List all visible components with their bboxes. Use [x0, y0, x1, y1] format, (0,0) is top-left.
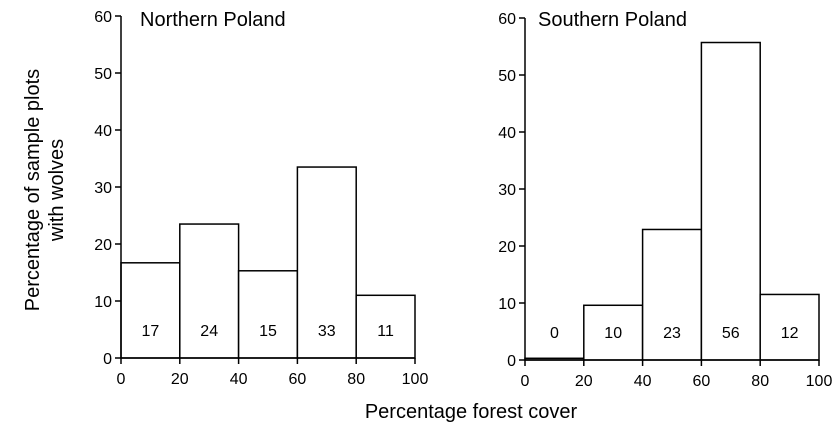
- bar-value-label: 33: [318, 323, 336, 340]
- y-tick-label: 10: [94, 294, 112, 311]
- y-tick-label: 30: [94, 180, 112, 197]
- y-tick-label: 20: [498, 239, 516, 256]
- bar-value-label: 56: [722, 325, 740, 342]
- bar-value-label: 12: [781, 325, 799, 342]
- y-tick-label: 30: [498, 182, 516, 199]
- panel-title: Northern Poland: [140, 9, 286, 31]
- y-tick-label: 20: [94, 237, 112, 254]
- y-axis-label-line2: with wolves: [46, 139, 68, 242]
- x-tick-label: 40: [634, 373, 652, 390]
- histogram-bar: [237, 270, 299, 359]
- bar-value-label: 11: [377, 323, 394, 340]
- histogram-bar: [179, 223, 240, 359]
- x-tick-label: 60: [693, 373, 711, 390]
- y-tick-label: 0: [507, 353, 516, 370]
- y-tick-label: 60: [94, 9, 112, 26]
- bar-value-label: 0: [550, 325, 559, 342]
- histogram-bar: [583, 304, 644, 361]
- histogram-bar: [700, 41, 761, 361]
- histogram-bar: [641, 228, 703, 361]
- x-tick-label: 0: [521, 373, 530, 390]
- panel-southern-poland: 0 10 23 56 12 0 10 20 30 40 50 60 0 20 40 60 80 100 Southe…: [498, 9, 832, 390]
- y-tick-label: 50: [94, 66, 112, 83]
- bar-value-label: 15: [259, 323, 277, 340]
- x-tick-label: 80: [347, 371, 365, 388]
- y-tick-label: 50: [498, 68, 516, 85]
- x-tick-label: 80: [751, 373, 769, 390]
- y-tick-label: 0: [103, 351, 112, 368]
- bar-value-label: 23: [663, 325, 681, 342]
- y-tick-label: 60: [498, 11, 516, 28]
- y-tick-label: 40: [94, 123, 112, 140]
- bar-value-label: 17: [142, 323, 160, 340]
- x-tick-label: 60: [289, 371, 307, 388]
- x-tick-label: 20: [171, 371, 189, 388]
- x-axis-label: Percentage forest cover: [365, 401, 578, 423]
- x-tick-label: 100: [806, 373, 833, 390]
- x-tick-label: 20: [575, 373, 593, 390]
- y-tick-label: 40: [498, 125, 516, 142]
- histogram-bar: [120, 262, 181, 359]
- x-tick-label: 0: [117, 371, 126, 388]
- y-tick-label: 10: [498, 296, 516, 313]
- histogram-bar: [296, 166, 357, 359]
- panel-northern-poland: 17 24 15 33 11 0 10 20 30 40 50 60 0 20 40 60 80 100 North…: [94, 9, 428, 388]
- y-axis-label-line1: Percentage of sample plots: [22, 69, 44, 311]
- histogram-bar: [759, 293, 820, 361]
- bar-value-label: 10: [604, 325, 622, 342]
- x-tick-label: 40: [230, 371, 248, 388]
- bar-value-label: 24: [200, 323, 218, 340]
- panel-title: Southern Poland: [538, 9, 687, 31]
- x-tick-label: 100: [402, 371, 429, 388]
